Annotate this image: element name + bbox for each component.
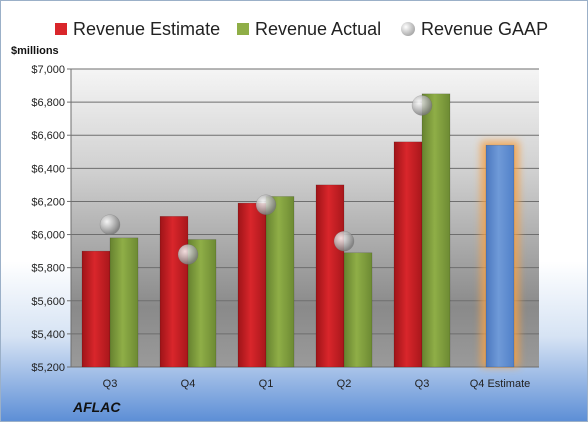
bar-estimate xyxy=(315,184,345,368)
y-tick-label: $6,000 xyxy=(31,230,65,242)
legend-item-gaap: Revenue GAAP xyxy=(401,15,548,43)
bar-forecast xyxy=(485,144,515,368)
y-tick-label: $5,400 xyxy=(31,329,65,341)
x-tick-label: Q2 xyxy=(337,378,352,390)
x-tick-label: Q3 xyxy=(415,378,430,390)
bar-actual xyxy=(109,237,139,368)
y-tick-label: $5,200 xyxy=(31,362,65,374)
legend-item-actual: Revenue Actual xyxy=(237,15,381,43)
legend-swatch-actual xyxy=(237,23,249,35)
y-tick-label: $6,600 xyxy=(31,130,65,142)
bar-estimate xyxy=(159,216,189,368)
y-tick-label: $6,400 xyxy=(31,163,65,175)
y-tick-label: $5,800 xyxy=(31,263,65,275)
x-tick-label: Q3 xyxy=(103,378,118,390)
bar-actual xyxy=(421,93,451,368)
bar-estimate xyxy=(393,141,423,368)
legend-label-actual: Revenue Actual xyxy=(255,18,382,39)
gaap-marker xyxy=(177,244,199,265)
y-tick-label: $7,000 xyxy=(31,64,65,76)
legend-label-estimate: Revenue Estimate xyxy=(73,18,221,39)
y-tick-label: $6,800 xyxy=(31,97,65,109)
legend-label-gaap: Revenue GAAP xyxy=(421,18,549,39)
x-tick-label: Q4 Estimate xyxy=(470,378,531,390)
gaap-marker xyxy=(255,194,277,216)
company-label: AFLAC xyxy=(73,399,121,415)
y-axis-unit-label: $millions xyxy=(11,45,59,57)
legend-marker-gaap xyxy=(401,22,415,36)
plot-area xyxy=(71,69,539,367)
y-tick-label: $5,600 xyxy=(31,296,65,308)
legend-swatch-estimate xyxy=(55,23,67,35)
gaap-marker xyxy=(99,214,121,235)
bar-estimate xyxy=(81,250,111,368)
y-tick-label: $6,200 xyxy=(31,196,65,208)
legend-item-estimate: Revenue Estimate xyxy=(55,15,220,43)
x-tick-label: Q4 xyxy=(181,378,196,390)
bar-actual xyxy=(265,196,295,368)
bar-estimate xyxy=(237,202,267,368)
x-tick-label: Q1 xyxy=(259,378,274,390)
legend: Revenue Estimate Revenue Actual Revenue … xyxy=(1,15,588,43)
gaap-marker xyxy=(333,230,355,252)
gaap-marker xyxy=(411,95,433,116)
bar-actual xyxy=(343,252,373,368)
